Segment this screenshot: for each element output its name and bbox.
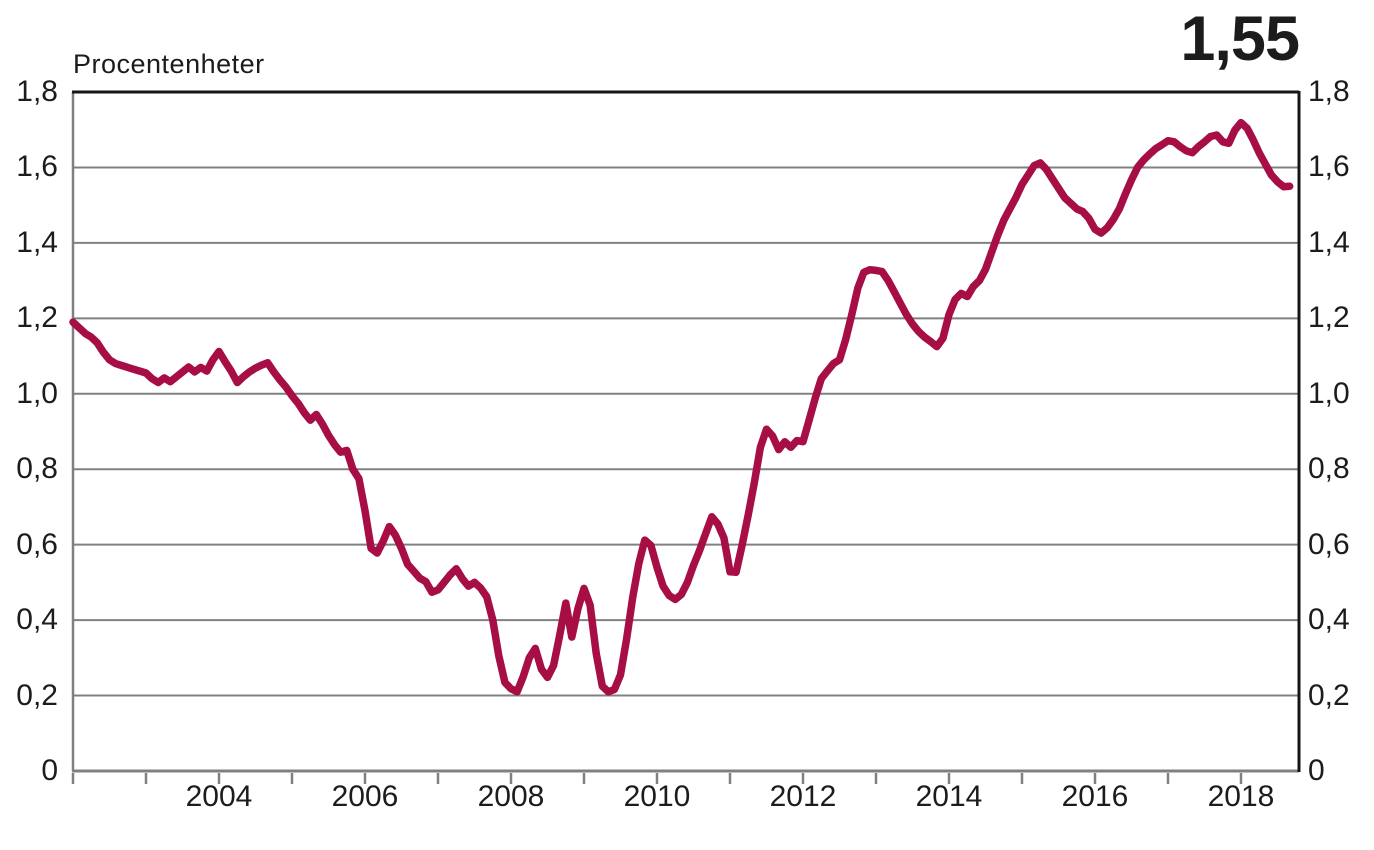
x-tick-label-2016: 2016: [1061, 780, 1129, 813]
x-tick-label-2006: 2006: [331, 780, 399, 813]
x-tick-label-2014: 2014: [915, 780, 983, 813]
y-tick-label-left-1,2: 1,2: [16, 301, 58, 335]
y-tick-label-right-0,2: 0,2: [1308, 678, 1350, 712]
y-tick-label-right-1,0: 1,0: [1308, 376, 1350, 410]
y-tick-label-left-0,2: 0,2: [16, 678, 58, 712]
y-tick-label-right-0,6: 0,6: [1308, 527, 1350, 561]
x-tick-label-2004: 2004: [185, 780, 253, 813]
y-tick-label-right-0,4: 0,4: [1308, 603, 1350, 637]
y-tick-label-left-1,0: 1,0: [16, 376, 58, 410]
y-tick-label-left-0,6: 0,6: [16, 527, 58, 561]
y-tick-label-right-0,8: 0,8: [1308, 452, 1350, 486]
data-line-procentenheter: [69, 118, 1294, 696]
y-axis-unit-label: Procentenheter: [73, 49, 265, 79]
y-tick-label-right-1,2: 1,2: [1308, 301, 1350, 335]
latest-value-annotation: 1,55: [1180, 4, 1300, 74]
y-tick-label-right-1,8: 1,8: [1308, 75, 1350, 108]
y-tick-label-right-1,6: 1,6: [1308, 150, 1350, 184]
y-tick-label-left-1,4: 1,4: [16, 225, 58, 259]
y-tick-label-left-1,8: 1,8: [16, 75, 58, 108]
y-tick-label-left-1,6: 1,6: [16, 150, 58, 184]
x-tick-label-2012: 2012: [769, 780, 837, 813]
y-tick-label-left-0,4: 0,4: [16, 603, 58, 637]
y-tick-label-left-0,8: 0,8: [16, 452, 58, 486]
y-tick-label-right-0: 0: [1308, 754, 1325, 787]
x-tick-label-2018: 2018: [1207, 780, 1275, 813]
y-tick-label-left-0: 0: [41, 754, 58, 787]
x-tick-label-2008: 2008: [477, 780, 545, 813]
x-tick-label-2010: 2010: [623, 780, 691, 813]
y-tick-label-right-1,4: 1,4: [1308, 225, 1350, 259]
